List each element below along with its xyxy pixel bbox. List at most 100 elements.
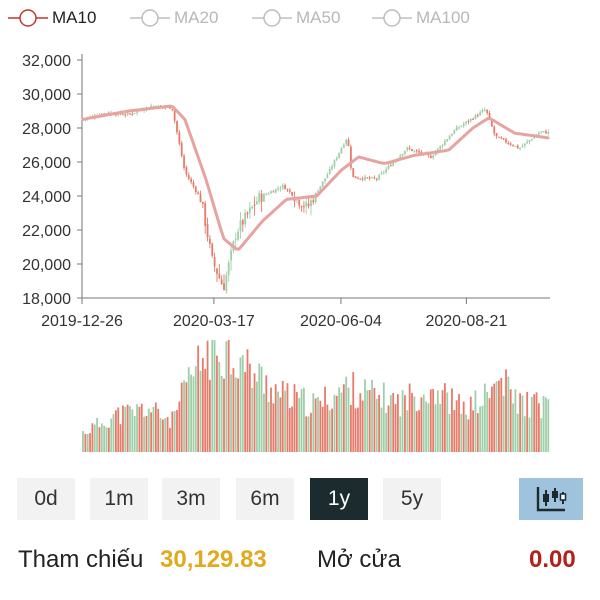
volume-bar [467, 419, 470, 452]
volume-bar [521, 395, 524, 452]
candle-body [502, 138, 505, 140]
candle-body [448, 136, 451, 140]
candle-body [366, 177, 369, 179]
volume-bar [345, 376, 348, 452]
volume-bar [481, 405, 484, 452]
candle-body [455, 127, 458, 131]
candle-body [462, 123, 465, 126]
candle-body [444, 141, 446, 146]
volume-bar [82, 431, 84, 452]
legend-item-ma50[interactable]: MA50 [250, 6, 340, 30]
candle-body [453, 130, 456, 134]
x-tick-label: 2019-12-26 [41, 313, 123, 330]
candle-body [300, 206, 303, 208]
candle-body [491, 119, 493, 127]
volume-bar [154, 402, 157, 452]
candle-body [460, 125, 463, 127]
volume-bar [444, 383, 446, 452]
legend-item-ma20[interactable]: MA20 [128, 6, 218, 30]
volume-bar [131, 409, 134, 452]
volume-bar [295, 392, 298, 452]
candle-body [131, 113, 134, 115]
candle-body [321, 181, 324, 187]
volume-bar [317, 397, 319, 452]
candle-body [540, 131, 543, 133]
timeframe-3m-button[interactable]: 3m [162, 478, 220, 520]
candle-body [467, 120, 470, 122]
volume-bar [204, 368, 207, 452]
volume-bar [373, 387, 376, 452]
volume-bar [213, 340, 216, 452]
volume-bar [411, 392, 413, 452]
candle-body [389, 165, 392, 167]
volume-bar [84, 433, 87, 452]
volume-bar [246, 349, 249, 452]
candle-body [483, 109, 486, 111]
timeframe-6m-button[interactable]: 6m [236, 478, 294, 520]
candle-body [481, 110, 484, 113]
candle-body [183, 155, 185, 168]
volume-bar [159, 418, 162, 452]
candle-body [528, 140, 531, 142]
volume-bar [211, 340, 214, 452]
candle-body [319, 186, 322, 192]
candle-body [465, 121, 467, 124]
candle-body [333, 160, 336, 167]
candle-body [150, 105, 153, 108]
volume-bar [136, 404, 138, 452]
volume-bar [187, 367, 190, 452]
candle-body [272, 191, 275, 193]
volume-bar [197, 345, 200, 452]
price-chart[interactable]: 32,000 30,000 28,000 26,000 24,000 22,000 20,0… [0, 34, 600, 460]
candle-body [446, 139, 449, 142]
candle-body [190, 178, 192, 183]
volume-bar [192, 376, 195, 452]
ma10-line [81, 104, 550, 251]
candle-body [288, 189, 291, 192]
volume-bar [495, 381, 498, 452]
timeframe-0d-button[interactable]: 0d [17, 478, 75, 520]
candle-body [197, 192, 200, 195]
volume-bar [425, 401, 427, 452]
volume-bar [364, 379, 366, 452]
volume-bar [491, 386, 493, 452]
volume-bar [206, 340, 209, 452]
timeframe-5y-button[interactable]: 5y [383, 478, 441, 520]
legend-label: MA20 [174, 8, 219, 27]
volume-bar [96, 417, 98, 452]
volume-bar [110, 418, 113, 452]
candle-body [244, 212, 247, 225]
legend-item-ma10[interactable]: MA10 [6, 6, 96, 30]
volume-bar [234, 377, 237, 452]
volume-bar [436, 390, 439, 452]
volume-bar [418, 410, 420, 452]
volume-bar [357, 407, 359, 452]
volume-bar [303, 387, 305, 452]
volume-bar [413, 396, 416, 452]
candle-body [218, 273, 221, 279]
volume-bar [248, 363, 251, 452]
candle-body [220, 279, 223, 285]
chart-type-toggle-button[interactable] [519, 478, 583, 520]
volume-bar [498, 380, 500, 452]
candle-body [406, 147, 409, 151]
volume-bar [422, 394, 425, 452]
candle-body [258, 192, 261, 203]
volume-bar [350, 404, 352, 452]
legend-item-ma100[interactable]: MA100 [370, 6, 470, 30]
volume-bar [244, 372, 247, 452]
candle-body [216, 268, 218, 274]
candle-body [133, 112, 136, 114]
timeframe-1m-button[interactable]: 1m [90, 478, 148, 520]
candle-body [368, 177, 371, 179]
volume-bar [538, 403, 540, 452]
candle-body [338, 152, 341, 158]
volume-bar [126, 404, 129, 452]
volume-bar [169, 427, 171, 452]
volume-bar [143, 416, 145, 452]
candle-body [270, 191, 272, 194]
volume-bar [194, 366, 197, 452]
volume-bar [375, 398, 378, 452]
reference-price-value: 30,129.83 [160, 546, 267, 573]
timeframe-1y-button[interactable]: 1y [310, 478, 368, 520]
